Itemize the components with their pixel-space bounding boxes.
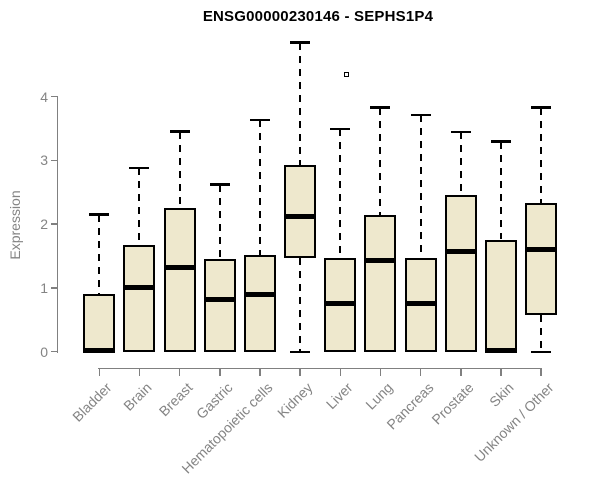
box-brain	[123, 244, 156, 352]
box-skin	[485, 239, 517, 352]
whisker-upper	[419, 115, 422, 258]
x-tick	[379, 367, 382, 376]
x-tick	[219, 367, 221, 376]
whisker-cap-upper	[249, 118, 270, 122]
whisker-cap-upper	[370, 106, 391, 109]
whisker-upper	[540, 107, 543, 203]
whisker-upper	[98, 214, 101, 295]
x-tick	[500, 367, 502, 376]
whisker-cap-upper	[450, 130, 471, 134]
median-line	[123, 285, 156, 291]
x-tick	[178, 367, 181, 376]
x-axis-line	[98, 367, 543, 369]
whisker-upper	[379, 107, 382, 216]
median-line	[243, 291, 276, 297]
median-line	[284, 214, 317, 220]
y-tick-label: 3	[40, 152, 48, 169]
x-tick-label-skin: Skin	[486, 379, 517, 410]
x-tick-label-brain: Brain	[120, 379, 156, 414]
median-line	[163, 265, 196, 271]
x-tick-label-liver: Liver	[323, 379, 356, 413]
median-line	[525, 247, 558, 253]
whisker-cap-upper	[290, 41, 311, 44]
whisker-cap-upper	[209, 183, 230, 186]
x-tick	[540, 367, 542, 376]
x-tick-label-kidney: Kidney	[274, 379, 316, 421]
y-tick-label: 2	[40, 216, 48, 233]
x-tick	[419, 367, 422, 376]
outlier-point	[344, 71, 350, 77]
y-tick	[50, 159, 58, 162]
whisker-lower	[540, 315, 543, 352]
y-tick-label: 1	[40, 279, 48, 296]
whisker-cap-upper	[330, 127, 351, 131]
whisker-upper	[138, 168, 141, 245]
x-tick-label-breast: Breast	[155, 379, 196, 420]
x-tick-label-prostate: Prostate	[428, 379, 477, 428]
box-breast	[163, 207, 196, 352]
x-tick	[138, 367, 141, 376]
box-prostate	[444, 194, 477, 352]
box-kidney	[284, 164, 317, 258]
x-tick	[299, 367, 301, 376]
x-tick	[259, 367, 261, 376]
x-tick	[460, 367, 462, 376]
whisker-cap-upper	[129, 166, 150, 170]
median-line	[324, 300, 357, 306]
whisker-cap-upper	[531, 106, 552, 109]
median-line	[444, 249, 477, 255]
x-tick	[98, 367, 101, 376]
x-tick	[339, 367, 342, 376]
box-lung	[364, 215, 397, 352]
whisker-cap-upper	[491, 140, 511, 143]
y-tick	[50, 223, 58, 225]
whisker-upper	[218, 184, 221, 259]
box-bladder	[83, 294, 116, 352]
y-tick	[50, 350, 58, 353]
whisker-upper	[339, 129, 342, 258]
whisker-cap-lower	[290, 350, 311, 354]
median-line	[203, 296, 236, 302]
whisker-cap-upper	[89, 213, 110, 216]
whisker-cap-upper	[410, 113, 431, 117]
x-tick-label-bladder: Bladder	[69, 379, 115, 425]
y-tick-label: 4	[40, 88, 48, 105]
whisker-cap-upper	[169, 130, 190, 133]
median-line	[485, 347, 517, 353]
whisker-upper	[500, 141, 502, 240]
box-hematopoietic-cells	[243, 254, 276, 352]
whisker-upper	[459, 132, 462, 195]
median-line	[364, 258, 397, 264]
y-tick	[50, 95, 58, 98]
whisker-lower	[299, 257, 302, 352]
y-tick-label: 0	[40, 343, 48, 360]
median-line	[83, 347, 116, 353]
median-line	[404, 301, 437, 307]
whisker-cap-lower	[531, 350, 552, 354]
box-unknown-other	[525, 202, 558, 316]
chart-title: ENSG00000230146 - SEPHS1P4	[202, 8, 434, 25]
y-axis-line	[56, 96, 59, 354]
y-tick	[50, 287, 58, 289]
whisker-upper	[178, 131, 181, 208]
x-tick-label-lung: Lung	[362, 379, 397, 413]
whisker-upper	[299, 42, 302, 165]
box-gastric	[203, 258, 236, 352]
whisker-upper	[258, 120, 261, 255]
